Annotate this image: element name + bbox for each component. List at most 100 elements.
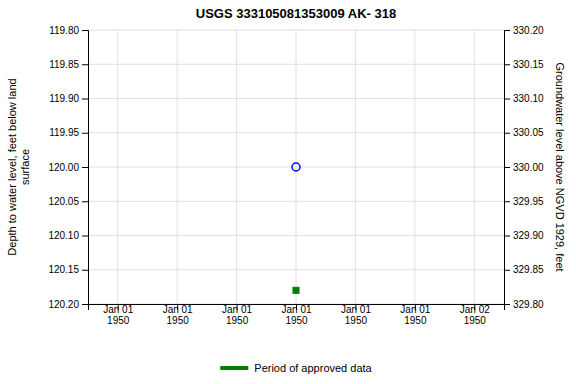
y2-tick-mark <box>504 99 510 100</box>
y-tick: 119.80 <box>49 25 88 36</box>
y-axis-title-line: surface <box>19 149 31 185</box>
y2-axis-title: Groundwater level above NGVD 1929, feet <box>554 62 566 271</box>
x-tick-label-line: 1950 <box>345 315 368 326</box>
x-tick-label: Jan 011950 <box>341 304 371 326</box>
y2-tick-mark <box>504 167 510 168</box>
grid-line-x <box>236 30 237 304</box>
y2-tick-label: 329.80 <box>513 299 544 310</box>
y-tick-label: 119.85 <box>49 59 79 70</box>
title: USGS 333105081353009 AK- 318 <box>196 6 396 21</box>
x-tick-label-line: Jan 01 <box>400 304 430 315</box>
x-tick: Jan 011950 <box>281 304 311 326</box>
x-tick-label-line: Jan 01 <box>281 304 311 315</box>
y-axis-title: Depth to water level, feet below landsur… <box>6 78 31 255</box>
point-square <box>293 287 299 293</box>
y2-tick: 330.10 <box>504 93 544 104</box>
chart: Jan 011950Jan 011950Jan 011950Jan 011950… <box>0 0 576 384</box>
y-tick-label: 120.05 <box>48 196 79 207</box>
y-tick-label: 119.80 <box>49 25 79 36</box>
y-tick-mark <box>82 304 88 305</box>
y-tick: 120.00 <box>48 162 88 173</box>
x-tick-label-line: 1950 <box>107 315 130 326</box>
y2-tick: 329.95 <box>504 196 544 207</box>
y-tick: 120.10 <box>48 230 88 241</box>
x-tick-label-line: Jan 01 <box>163 304 193 315</box>
x-tick: Jan 011950 <box>400 304 430 326</box>
y-tick: 120.20 <box>48 299 88 310</box>
x-tick: Jan 011950 <box>341 304 371 326</box>
x-tick-label: Jan 011950 <box>222 304 252 326</box>
y-tick-label: 120.15 <box>48 264 79 275</box>
y-tick: 119.95 <box>49 127 88 138</box>
y-tick-label: 120.20 <box>48 299 79 310</box>
grid-line-x <box>474 30 475 304</box>
x-axis: Jan 011950Jan 011950Jan 011950Jan 011950… <box>89 304 505 326</box>
x-tick-label: Jan 011950 <box>400 304 430 326</box>
y2-tick-label: 330.20 <box>513 25 544 36</box>
legend-item: Period of approved data <box>220 362 372 374</box>
x-tick-label-line: 1950 <box>285 315 308 326</box>
x-tick-label-line: 1950 <box>404 315 427 326</box>
y2-tick: 329.90 <box>504 230 544 241</box>
x-tick-label-line: Jan 01 <box>341 304 371 315</box>
y-tick-mark <box>82 133 88 134</box>
x-tick-label-line: Jan 01 <box>222 304 252 315</box>
grid-line-x <box>414 30 415 304</box>
y2-tick: 330.05 <box>504 127 544 138</box>
x-tick-label: Jan 011950 <box>163 304 193 326</box>
y-tick-mark <box>82 64 88 65</box>
y-tick-mark <box>82 99 88 100</box>
x-tick-label-line: 1950 <box>464 315 487 326</box>
y2-tick-label: 330.05 <box>513 127 544 138</box>
x-tick: Jan 011950 <box>163 304 193 326</box>
legend: Period of approved data <box>220 362 372 374</box>
y2-tick-mark <box>504 30 510 31</box>
y2-axis: 329.80 329.85 329.90 329.95 330.00 330.05 330.… <box>504 25 544 310</box>
y-axis-title-line: Depth to water level, feet below land <box>6 78 18 255</box>
x-tick-label: Jan 021950 <box>460 304 490 326</box>
x-tick: Jan 021950 <box>460 304 490 326</box>
y2-tick: 329.80 <box>504 299 544 310</box>
y-tick-label: 119.95 <box>49 127 79 138</box>
y2-tick-label: 330.00 <box>513 162 544 173</box>
y-tick-mark <box>82 201 88 202</box>
x-tick-label: Jan 011950 <box>281 304 311 326</box>
y-tick-mark <box>82 270 88 271</box>
y2-tick-mark <box>504 64 510 65</box>
y2-tick-mark <box>504 304 510 305</box>
y2-tick-mark <box>504 236 510 237</box>
y-tick: 119.90 <box>49 93 88 104</box>
y-tick-mark <box>82 30 88 31</box>
y-tick-mark <box>82 167 88 168</box>
y2-tick-label: 329.90 <box>513 230 544 241</box>
y2-tick: 330.20 <box>504 25 544 36</box>
x-tick: Jan 011950 <box>103 304 133 326</box>
plot: Jan 011950Jan 011950Jan 011950Jan 011950… <box>6 25 566 326</box>
y-tick-label: 119.90 <box>49 93 79 104</box>
x-tick-label-line: Jan 01 <box>103 304 133 315</box>
legend-label: Period of approved data <box>254 362 372 374</box>
y-tick-label: 120.10 <box>48 230 79 241</box>
y2-tick: 330.00 <box>504 162 544 173</box>
y2-tick-label: 330.10 <box>513 93 544 104</box>
y-axis: 119.80 119.85 119.90 119.95 120.00 120.05 120.… <box>48 25 88 310</box>
grid-line-x <box>296 30 297 304</box>
x-tick-label-line: 1950 <box>226 315 249 326</box>
x-tick-label-line: 1950 <box>167 315 190 326</box>
y-axis-line <box>82 31 89 305</box>
grid <box>88 30 504 304</box>
y-tick: 119.85 <box>49 59 88 70</box>
y2-tick: 330.15 <box>504 59 544 70</box>
y2-tick-label: 329.85 <box>513 264 544 275</box>
y2-tick-mark <box>504 270 510 271</box>
y-tick: 120.05 <box>48 196 88 207</box>
marks <box>292 163 300 293</box>
x-tick-label-line: Jan 02 <box>460 304 490 315</box>
grid-line-x <box>177 30 178 304</box>
point-circle-open <box>292 163 300 171</box>
y2-tick-label: 329.95 <box>513 196 544 207</box>
grid-line-x <box>355 30 356 304</box>
y-tick-mark <box>82 236 88 237</box>
x-tick: Jan 011950 <box>222 304 252 326</box>
legend-swatch <box>220 366 248 370</box>
